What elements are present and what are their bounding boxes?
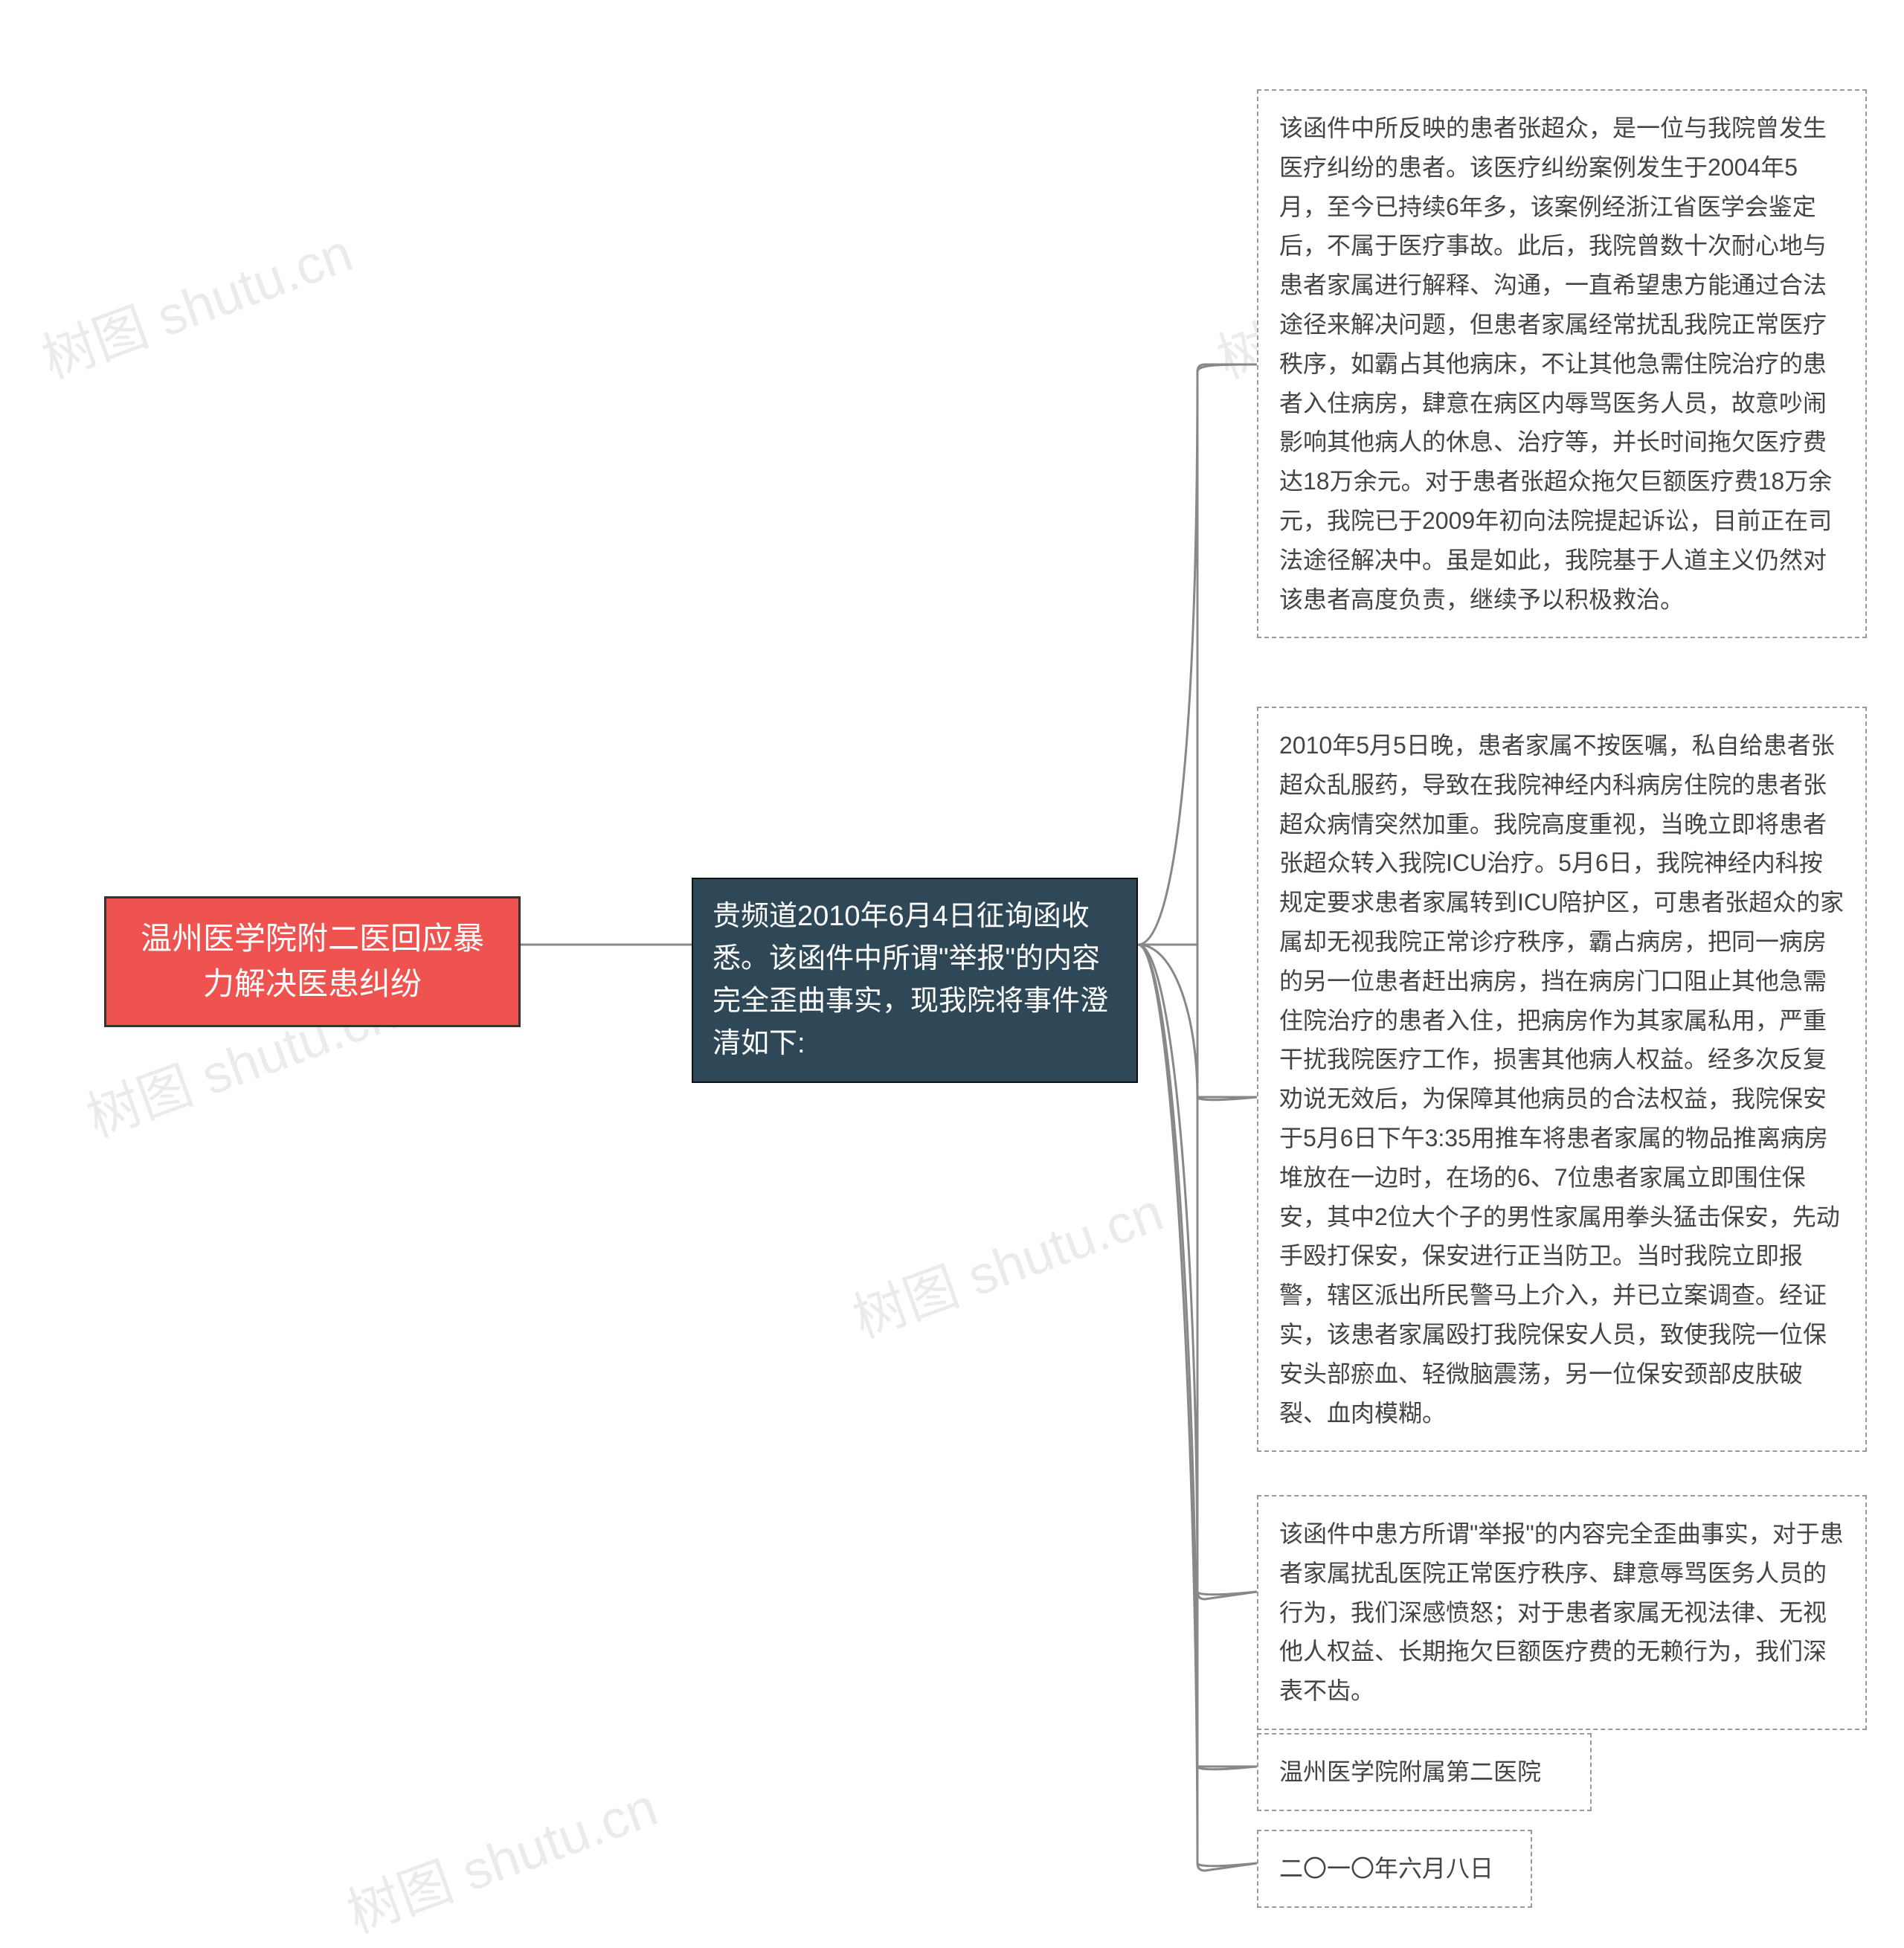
leaf-node[interactable]: 二〇一〇年六月八日 [1257, 1830, 1532, 1908]
leaf-node[interactable]: 该函件中患方所谓"举报"的内容完全歪曲事实，对于患者家属扰乱医院正常医疗秩序、肆… [1257, 1495, 1867, 1730]
leaf-node[interactable]: 该函件中所反映的患者张超众，是一位与我院曾发生医疗纠纷的患者。该医疗纠纷案例发生… [1257, 89, 1867, 638]
watermark: 树图 shutu.cn [335, 1764, 666, 1948]
leaf-node[interactable]: 2010年5月5日晚，患者家属不按医嘱，私自给患者张超众乱服药，导致在我院神经内… [1257, 707, 1867, 1452]
watermark: 树图 shutu.cn [30, 209, 361, 393]
root-node-text: 温州医学院附二医回应暴力解决医患纠纷 [141, 921, 484, 1001]
leaf-text: 二〇一〇年六月八日 [1279, 1855, 1493, 1882]
leaf-text: 2010年5月5日晚，患者家属不按医嘱，私自给患者张超众乱服药，导致在我院神经内… [1279, 732, 1844, 1427]
child-node[interactable]: 贵频道2010年6月4日征询函收悉。该函件中所谓"举报"的内容完全歪曲事实，现我… [692, 878, 1138, 1083]
leaf-text: 该函件中患方所谓"举报"的内容完全歪曲事实，对于患者家属扰乱医院正常医疗秩序、肆… [1279, 1520, 1844, 1704]
leaf-text: 温州医学院附属第二医院 [1279, 1758, 1541, 1785]
leaf-node[interactable]: 温州医学院附属第二医院 [1257, 1733, 1592, 1811]
leaf-text: 该函件中所反映的患者张超众，是一位与我院曾发生医疗纠纷的患者。该医疗纠纷案例发生… [1279, 115, 1832, 613]
mindmap-canvas: 树图 shutu.cn 树图 shutu.cn 树图 shutu.cn 树图 s… [0, 0, 1904, 1933]
watermark: 树图 shutu.cn [840, 1169, 1172, 1353]
root-node[interactable]: 温州医学院附二医回应暴力解决医患纠纷 [104, 896, 521, 1027]
child-node-text: 贵频道2010年6月4日征询函收悉。该函件中所谓"举报"的内容完全歪曲事实，现我… [713, 901, 1108, 1059]
